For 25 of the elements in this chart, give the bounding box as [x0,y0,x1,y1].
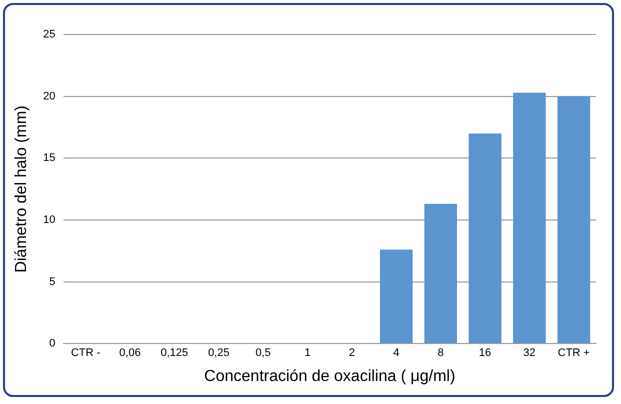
y-tick-label: 20 [43,90,56,102]
y-tick-label: 5 [49,276,56,288]
x-tick-label: 32 [523,347,536,360]
x-tick-label: CTR + [558,347,590,360]
x-tick-label: 8 [438,347,444,360]
y-tick-label: 15 [43,152,56,164]
bar [380,250,413,344]
x-tick-label: 0,5 [256,347,271,360]
x-axis-title: Concentración de oxacilina ( μg/ml) [204,368,456,385]
bar [557,96,590,344]
x-tick-label: 2 [348,347,355,360]
y-tick-label: 0 [49,338,56,350]
x-tick-label: 0,06 [119,347,141,360]
x-tick-label: 4 [393,347,400,360]
x-tick-label: 0,25 [208,347,230,360]
bar [513,92,546,344]
x-tick-label: CTR - [70,347,101,360]
y-tick-label: 25 [43,28,56,41]
y-tick-label: 10 [43,214,56,226]
y-axis-title: Diámetro del halo (mm) [13,106,30,273]
x-tick-label: 1 [304,347,311,360]
x-tick-label: 0,125 [160,347,188,360]
x-tick-label: 16 [478,347,492,360]
bar [468,133,502,344]
bar [424,204,457,344]
